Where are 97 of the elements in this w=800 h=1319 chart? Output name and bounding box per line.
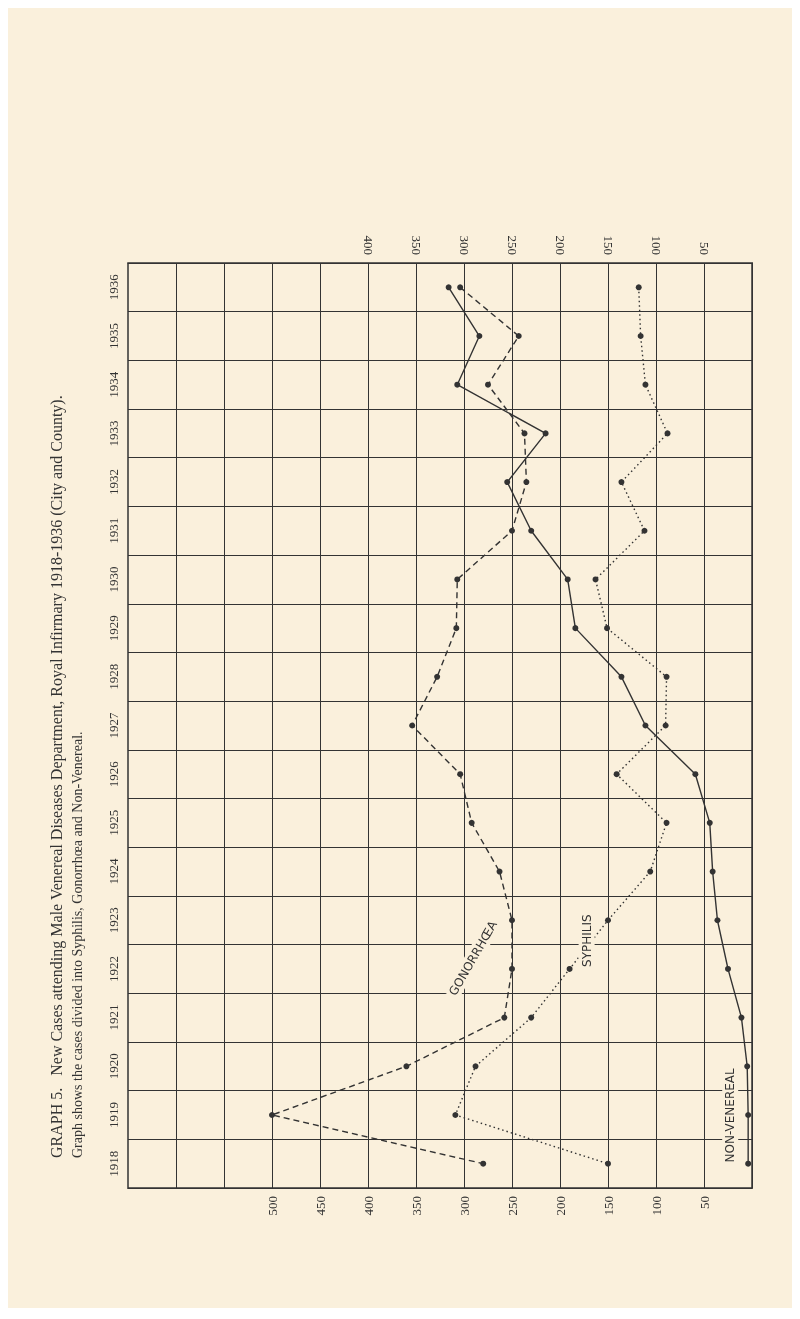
point: [744, 1063, 751, 1070]
y-tick-label: 1932: [106, 469, 121, 496]
point: [663, 673, 670, 680]
y-tick-label: 1922: [106, 955, 121, 982]
point: [647, 868, 654, 875]
y-tick-label: 1921: [106, 1004, 121, 1031]
point: [709, 868, 716, 875]
point: [663, 819, 670, 826]
point: [452, 1111, 459, 1118]
point: [509, 965, 515, 972]
x2-tick-label: 400: [360, 235, 376, 255]
y-tick-label: 1919: [106, 1101, 121, 1128]
point: [542, 430, 549, 437]
point: [604, 625, 611, 632]
x-tick-label: 150: [600, 1196, 616, 1216]
point: [269, 1111, 275, 1118]
text: SYPHILIS: [579, 914, 594, 967]
point: [564, 576, 571, 583]
x-tick-label: 400: [360, 1196, 376, 1216]
point: [476, 333, 483, 340]
x-tick-label: 300: [456, 1196, 472, 1216]
point: [523, 479, 530, 486]
y-tick-label: 1934: [106, 371, 121, 398]
x-tick-label: 100: [648, 1196, 664, 1216]
y-tick-label: 1931: [106, 517, 121, 544]
point: [745, 1111, 752, 1118]
x2-tick-label: 250: [504, 235, 520, 255]
point: [613, 771, 620, 778]
x2-tick-label: 150: [600, 235, 616, 255]
point: [468, 819, 475, 826]
point: [592, 576, 599, 583]
y-tick-label: 1924: [106, 858, 121, 885]
x2-tick-label: 50: [696, 242, 712, 255]
x-tick-label: 450: [312, 1196, 328, 1216]
point: [566, 965, 573, 972]
y-tick-label: 1925: [106, 809, 121, 836]
x-tick-label: 350: [408, 1196, 424, 1216]
point: [725, 965, 731, 972]
x-tick-label: 250: [504, 1196, 520, 1216]
point: [472, 1063, 479, 1070]
y-tick-label: 1927: [106, 712, 121, 739]
point: [605, 1160, 611, 1167]
x2-tick-label: 300: [456, 235, 472, 255]
y-tick-label: 1930: [106, 566, 121, 593]
x-tick-label: 200: [552, 1196, 568, 1216]
y-tick-label: 1920: [106, 1053, 121, 1080]
x2-tick-label: 350: [408, 235, 424, 255]
y-tick-label: 1936: [106, 273, 121, 301]
point: [509, 917, 515, 924]
point: [692, 771, 699, 778]
point: [501, 1014, 508, 1021]
point: [485, 381, 491, 388]
x2-tick-label: 100: [648, 235, 664, 255]
point: [515, 333, 522, 340]
point: [454, 381, 461, 388]
point: [480, 1160, 487, 1167]
point: [738, 1014, 745, 1021]
point: [457, 284, 464, 291]
point: [662, 722, 669, 729]
point: [521, 430, 528, 437]
point: [714, 917, 721, 924]
text: Graph shows the cases divided into Syphilis, Gonorrhœa and Non-Venereal.: [69, 731, 85, 1158]
point: [618, 673, 625, 680]
point: [457, 771, 464, 778]
point: [745, 1160, 752, 1167]
text: NON-VENEREAL: [723, 1067, 738, 1163]
point: [637, 333, 644, 340]
y-tick-label: 1935: [106, 323, 121, 350]
y-tick-label: 1928: [106, 663, 121, 690]
y-tick-label: 1933: [106, 420, 121, 447]
point: [453, 625, 460, 632]
text: GRAPH 5. New Cases attending Male Venereal Diseases Department, Royal Infirmary 1918-1936 (City and County).: [47, 395, 66, 1158]
point: [642, 381, 649, 388]
point: [641, 527, 648, 534]
point: [618, 479, 625, 486]
point: [605, 917, 611, 924]
x2-tick-label: 200: [552, 235, 568, 255]
y-tick-label: 1929: [106, 615, 121, 642]
point: [409, 722, 416, 729]
point: [434, 673, 441, 680]
y-tick-label: 1918: [106, 1150, 121, 1177]
point: [528, 527, 535, 534]
point: [528, 1014, 535, 1021]
point: [509, 527, 515, 534]
x-tick-label: 50: [696, 1196, 712, 1209]
y-tick-label: 1923: [106, 907, 121, 934]
y-tick-label: 1926: [106, 760, 121, 788]
point: [496, 868, 503, 875]
point: [706, 819, 713, 826]
point: [403, 1063, 410, 1070]
x-tick-label: 500: [264, 1196, 280, 1216]
point: [572, 625, 579, 632]
point: [504, 479, 511, 486]
point: [454, 576, 461, 583]
point: [642, 722, 649, 729]
point: [445, 284, 452, 291]
point: [635, 284, 642, 291]
